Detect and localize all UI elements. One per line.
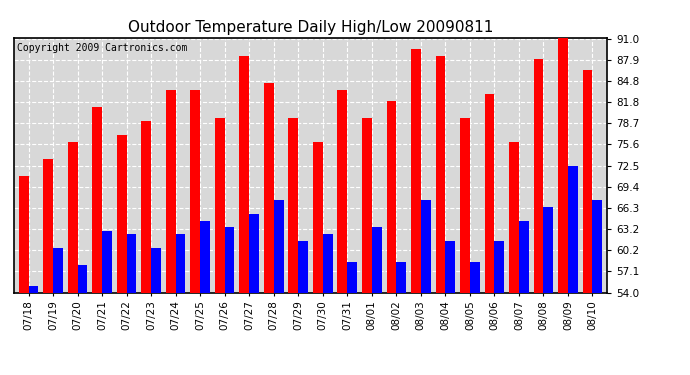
Bar xyxy=(126,234,137,292)
Bar xyxy=(200,220,210,292)
Bar xyxy=(68,142,77,292)
Bar xyxy=(264,83,274,292)
Bar xyxy=(28,286,39,292)
Bar xyxy=(43,159,53,292)
Bar xyxy=(337,90,347,292)
Bar xyxy=(470,262,480,292)
Bar xyxy=(298,241,308,292)
Bar xyxy=(151,248,161,292)
Bar xyxy=(435,56,445,292)
Bar xyxy=(495,241,504,292)
Bar xyxy=(249,214,259,292)
Bar xyxy=(166,90,176,292)
Bar xyxy=(582,70,593,292)
Text: Copyright 2009 Cartronics.com: Copyright 2009 Cartronics.com xyxy=(17,43,187,52)
Bar xyxy=(411,49,421,292)
Bar xyxy=(533,59,544,292)
Bar xyxy=(53,248,63,292)
Bar xyxy=(92,107,102,292)
Bar xyxy=(372,227,382,292)
Bar xyxy=(509,142,519,292)
Bar xyxy=(239,56,249,292)
Bar xyxy=(102,231,112,292)
Bar xyxy=(117,135,126,292)
Bar xyxy=(519,220,529,292)
Bar xyxy=(558,36,568,292)
Bar xyxy=(176,234,186,292)
Bar xyxy=(484,94,495,292)
Bar xyxy=(445,241,455,292)
Bar xyxy=(421,200,431,292)
Bar xyxy=(313,142,323,292)
Bar xyxy=(568,166,578,292)
Bar xyxy=(593,200,602,292)
Bar xyxy=(460,118,470,292)
Bar xyxy=(19,176,28,292)
Bar xyxy=(225,227,235,292)
Title: Outdoor Temperature Daily High/Low 20090811: Outdoor Temperature Daily High/Low 20090… xyxy=(128,20,493,35)
Bar xyxy=(141,121,151,292)
Bar xyxy=(288,118,298,292)
Bar xyxy=(77,265,88,292)
Bar xyxy=(323,234,333,292)
Bar xyxy=(274,200,284,292)
Bar xyxy=(396,262,406,292)
Bar xyxy=(215,118,225,292)
Bar xyxy=(362,118,372,292)
Bar xyxy=(544,207,553,292)
Bar xyxy=(386,100,396,292)
Bar xyxy=(347,262,357,292)
Bar xyxy=(190,90,200,292)
